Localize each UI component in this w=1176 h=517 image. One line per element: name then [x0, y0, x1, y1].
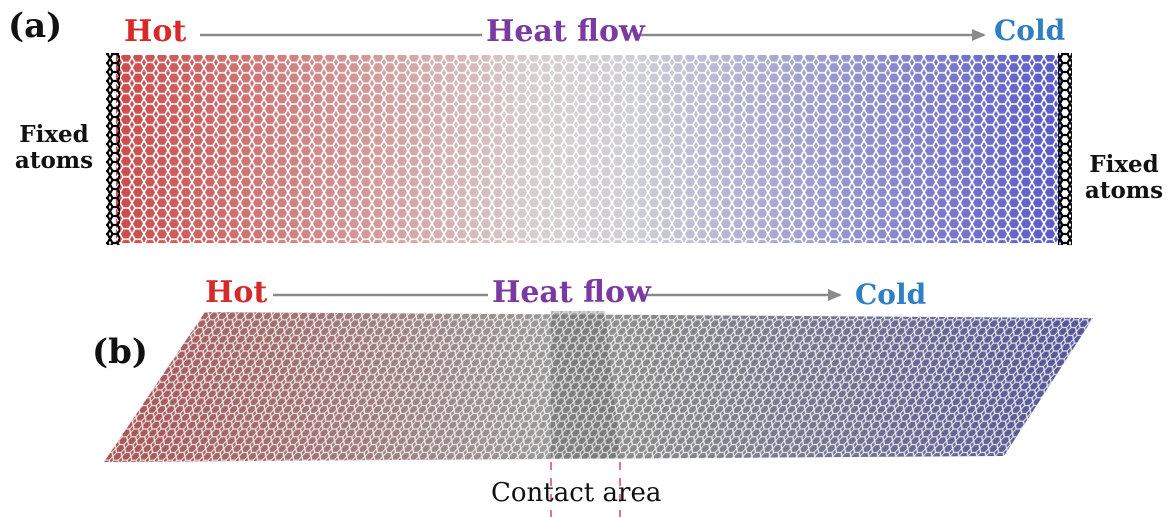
- panel-b-label: (b): [92, 332, 148, 372]
- panel-a-hot-label: Hot: [124, 14, 187, 49]
- panel-b-lattice: [104, 311, 1093, 462]
- panel-a-lattice: [116, 55, 1061, 243]
- fixed-atoms-right-label: Fixed atoms: [1072, 152, 1176, 204]
- panel-b-hot-label: Hot: [205, 275, 268, 310]
- panel-b-heat-flow-label: Heat flow: [492, 275, 651, 310]
- fixed-atoms-left-strip: [106, 53, 120, 245]
- panel-a-lattice-hexagons: [116, 55, 1061, 243]
- contact-area-overlap-hexagons: [551, 311, 620, 458]
- fixed-atoms-right-line1: Fixed: [1089, 151, 1159, 178]
- panel-b-cold-label: Cold: [855, 278, 927, 311]
- fixed-atoms-left-line1: Fixed: [19, 121, 89, 148]
- panel-a-cold-label: Cold: [994, 14, 1066, 47]
- panel-a-label: (a): [8, 6, 63, 46]
- fixed-atoms-left-line2: atoms: [14, 147, 94, 174]
- panel-a-heat-flow-label: Heat flow: [486, 14, 645, 49]
- fixed-atoms-right-strip: [1058, 53, 1072, 245]
- fixed-atoms-right-line2: atoms: [1084, 177, 1164, 204]
- contact-area-label: Contact area: [491, 478, 662, 508]
- fixed-atoms-left-label: Fixed atoms: [2, 122, 106, 174]
